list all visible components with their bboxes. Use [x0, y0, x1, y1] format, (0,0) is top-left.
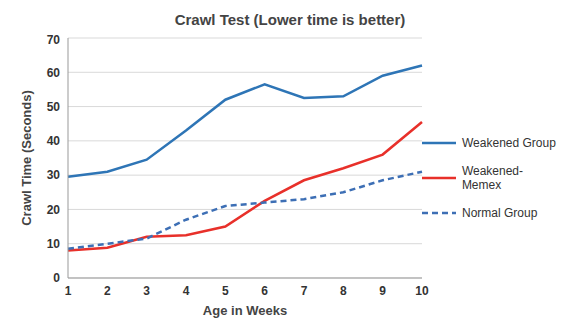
- html-text:Weakened Group: Weakened Group: [462, 136, 556, 150]
- svg-text:Age in Weeks: Age in Weeks: [203, 303, 287, 318]
- svg-text:7: 7: [301, 284, 308, 298]
- svg-text:10: 10: [47, 237, 61, 251]
- svg-text:60: 60: [47, 66, 61, 80]
- html-text:Weakened-Memex: Weakened-Memex: [461, 164, 523, 192]
- html-text:Normal Group: Normal Group: [462, 206, 538, 220]
- svg-text:6: 6: [261, 284, 268, 298]
- svg-text:20: 20: [47, 203, 61, 217]
- svg-text:70: 70: [47, 33, 61, 47]
- svg-text:Crawl Time (Seconds): Crawl Time (Seconds): [19, 90, 34, 226]
- svg-text:0: 0: [53, 271, 60, 285]
- svg-text:5: 5: [222, 284, 229, 298]
- svg-text:2: 2: [104, 284, 111, 298]
- html-text:Crawl Test (Lower time is bett: Crawl Test (Lower time is better): [174, 11, 406, 28]
- svg-text:3: 3: [143, 284, 150, 298]
- svg-text:1: 1: [65, 284, 72, 298]
- svg-text:10: 10: [415, 284, 429, 298]
- svg-text:50: 50: [47, 100, 61, 114]
- svg-text:40: 40: [47, 134, 61, 148]
- svg-text:4: 4: [183, 284, 190, 298]
- svg-text:8: 8: [340, 284, 347, 298]
- svg-text:30: 30: [47, 168, 61, 182]
- svg-text:9: 9: [379, 284, 386, 298]
